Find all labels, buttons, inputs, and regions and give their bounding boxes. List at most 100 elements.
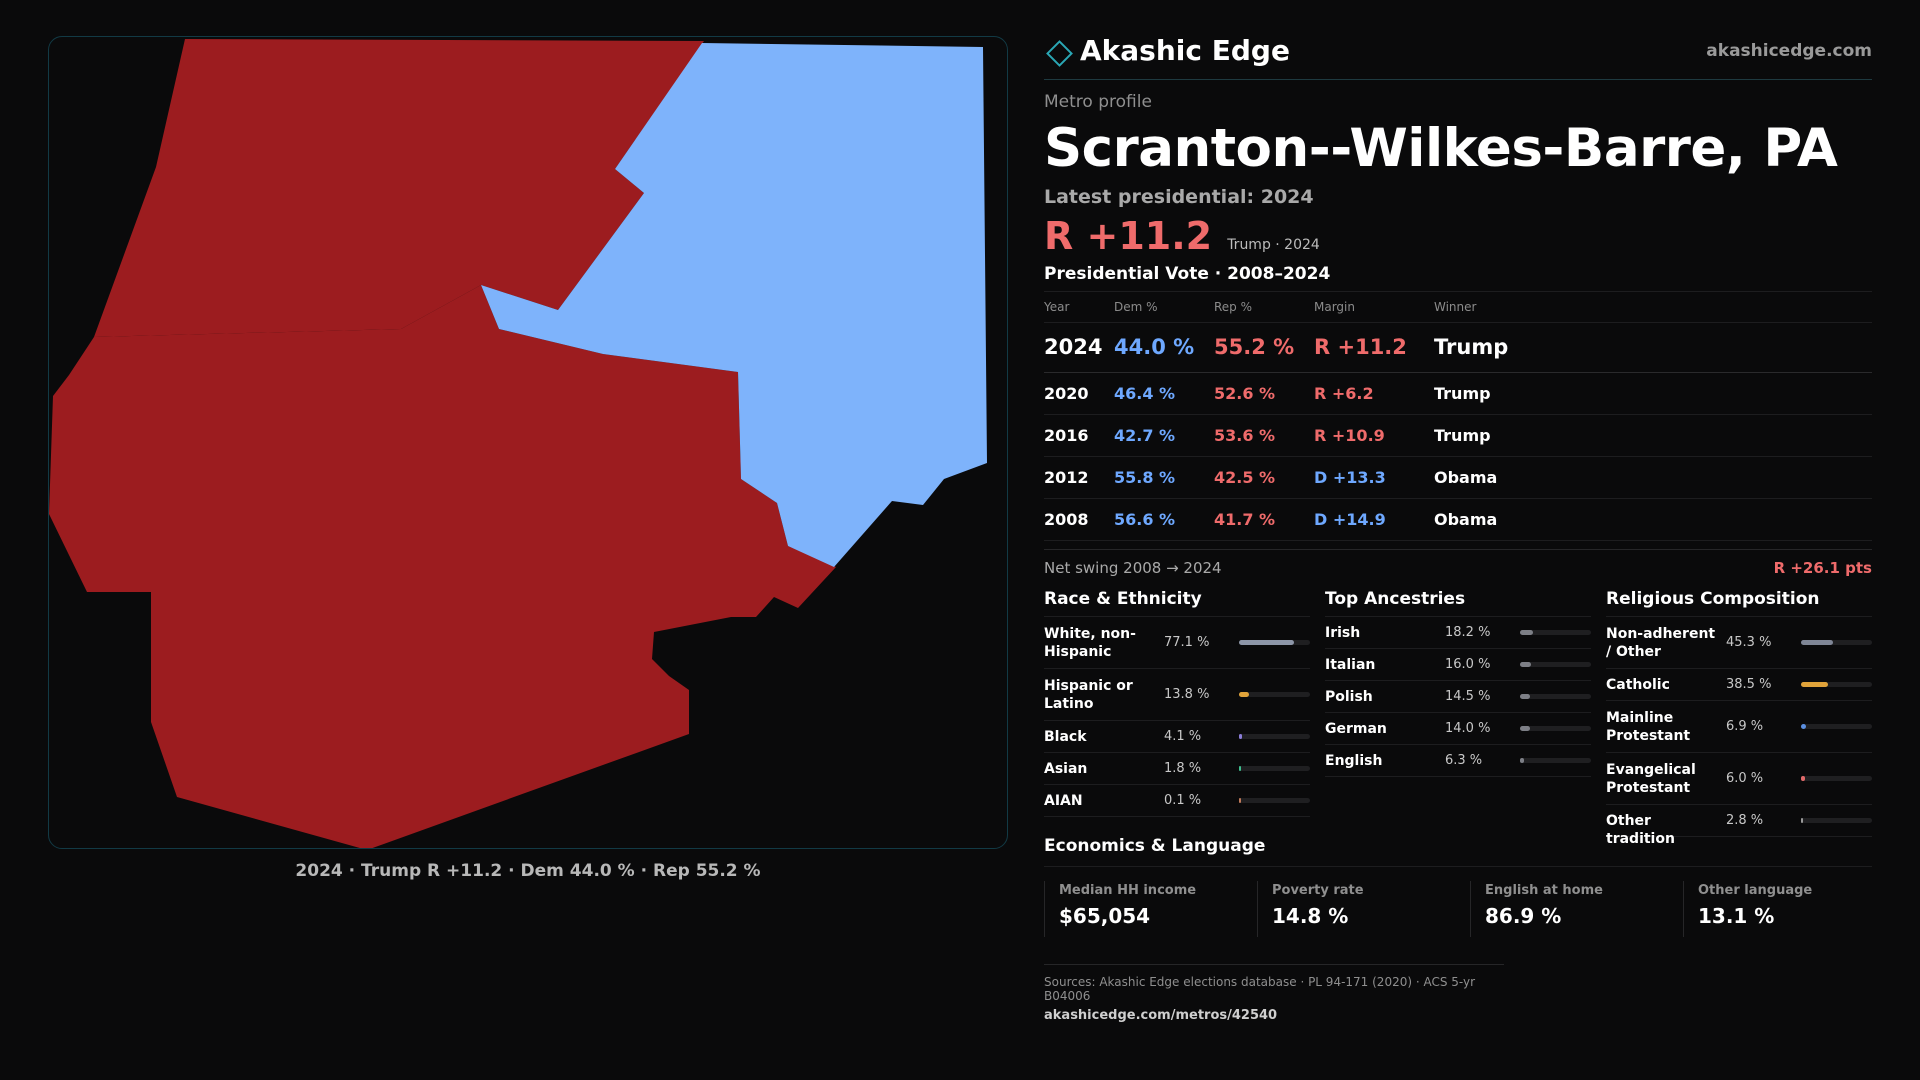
vote-rep-pct: 41.7 % bbox=[1214, 498, 1314, 541]
vote-margin: R +11.2 bbox=[1314, 322, 1434, 373]
race-item: Hispanic or Latino 13.8 % bbox=[1044, 669, 1310, 721]
vote-row: 2012 55.8 % 42.5 % D +13.3 Obama bbox=[1044, 456, 1872, 499]
ancestry-label: English bbox=[1325, 752, 1383, 769]
race-label: AIAN bbox=[1044, 792, 1083, 809]
header-margin: Margin bbox=[1314, 292, 1434, 323]
vote-dem-pct: 55.8 % bbox=[1114, 456, 1214, 499]
economics-value: $65,054 bbox=[1059, 904, 1151, 928]
county-map-svg bbox=[49, 39, 987, 849]
ancestry-bar-fill bbox=[1520, 758, 1525, 763]
county-south[interactable] bbox=[49, 285, 836, 849]
economics-label: Median HH income bbox=[1059, 883, 1197, 898]
religion-bar-track bbox=[1801, 640, 1872, 645]
ancestry-item: Irish 18.2 % bbox=[1325, 617, 1591, 649]
sources-text: Sources: Akashic Edge elections database… bbox=[1044, 975, 1476, 1003]
ancestry-bar-fill bbox=[1520, 694, 1531, 699]
economics-title: Economics & Language bbox=[1044, 836, 1266, 856]
religion-section: Religious Composition Non-adherent / Oth… bbox=[1606, 583, 1872, 847]
vote-year: 2020 bbox=[1044, 372, 1114, 415]
vote-year: 2016 bbox=[1044, 414, 1114, 457]
religion-item: Evangelical Protestant 6.0 % bbox=[1606, 753, 1872, 805]
map-caption: 2024 · Trump R +11.2 · Dem 44.0 % · Rep … bbox=[295, 861, 761, 881]
economics-value: 86.9 % bbox=[1485, 904, 1562, 928]
race-label: White, non-Hispanic bbox=[1044, 625, 1136, 660]
religion-value: 6.0 % bbox=[1726, 770, 1764, 786]
header-winner: Winner bbox=[1434, 292, 1872, 323]
economics-cell: Median HH income $65,054 bbox=[1044, 881, 1244, 937]
vote-rep-pct: 55.2 % bbox=[1214, 322, 1314, 373]
net-swing-row: Net swing 2008 → 2024 R +26.1 pts bbox=[1044, 548, 1872, 583]
ancestry-bar-fill bbox=[1520, 726, 1530, 731]
religion-value: 38.5 % bbox=[1726, 676, 1772, 692]
religion-bar-fill bbox=[1801, 682, 1829, 687]
economics-value: 14.8 % bbox=[1272, 904, 1349, 928]
ancestry-label: Irish bbox=[1325, 624, 1361, 641]
brand-url-link[interactable]: akashicedge.com bbox=[1706, 41, 1872, 61]
race-value: 77.1 % bbox=[1164, 634, 1210, 650]
header-dem: Dem % bbox=[1114, 292, 1214, 323]
ancestry-bar-fill bbox=[1520, 630, 1533, 635]
ancestry-label: Italian bbox=[1325, 656, 1376, 673]
vote-row: 2020 46.4 % 52.6 % R +6.2 Trump bbox=[1044, 372, 1872, 415]
economics-cell: Other language 13.1 % bbox=[1683, 881, 1883, 937]
vote-row: 2016 42.7 % 53.6 % R +10.9 Trump bbox=[1044, 414, 1872, 457]
demographics-columns: Race & Ethnicity White, non-Hispanic 77.1… bbox=[1044, 583, 1872, 847]
header-rep: Rep % bbox=[1214, 292, 1314, 323]
ancestry-title: Top Ancestries bbox=[1325, 583, 1591, 617]
religion-value: 6.9 % bbox=[1726, 718, 1764, 734]
vote-winner: Obama bbox=[1434, 456, 1872, 499]
county-map[interactable] bbox=[48, 36, 1008, 849]
religion-bar-fill bbox=[1801, 724, 1806, 729]
vote-winner: Obama bbox=[1434, 498, 1872, 541]
vote-dem-pct: 44.0 % bbox=[1114, 322, 1214, 373]
net-swing-label: Net swing 2008 → 2024 bbox=[1044, 558, 1222, 577]
economics-label: Other language bbox=[1698, 883, 1813, 898]
race-bar-track bbox=[1239, 798, 1310, 803]
ancestry-value: 18.2 % bbox=[1445, 624, 1491, 640]
vote-rep-pct: 52.6 % bbox=[1214, 372, 1314, 415]
vote-row: 2024 44.0 % 55.2 % R +11.2 Trump bbox=[1044, 322, 1872, 373]
race-ethnicity-section: Race & Ethnicity White, non-Hispanic 77.1… bbox=[1044, 583, 1310, 817]
sources-url-link[interactable]: akashicedge.com/metros/42540 bbox=[1044, 1008, 1278, 1023]
headline-margin-block: R +11.2 Trump · 2024 bbox=[1044, 214, 1872, 262]
vote-winner: Trump bbox=[1434, 414, 1872, 457]
county-north-east[interactable] bbox=[481, 43, 987, 567]
race-bar-fill bbox=[1239, 798, 1241, 803]
religion-value: 2.8 % bbox=[1726, 812, 1764, 828]
ancestry-item: Italian 16.0 % bbox=[1325, 649, 1591, 681]
ancestry-bar-track bbox=[1520, 758, 1591, 763]
economics-label: Poverty rate bbox=[1272, 883, 1364, 898]
race-bar-track bbox=[1239, 766, 1310, 771]
vote-winner: Trump bbox=[1434, 322, 1872, 373]
ancestry-item: Polish 14.5 % bbox=[1325, 681, 1591, 713]
headline-note: Trump · 2024 bbox=[1227, 237, 1320, 253]
race-bar-fill bbox=[1239, 766, 1241, 771]
vote-dem-pct: 42.7 % bbox=[1114, 414, 1214, 457]
latest-presidential-label: Latest presidential: 2024 bbox=[1044, 186, 1314, 208]
vote-table: Year Dem % Rep % Margin Winner 2024 44.0 … bbox=[1044, 292, 1872, 541]
vote-margin: R +6.2 bbox=[1314, 372, 1434, 415]
ancestry-value: 14.5 % bbox=[1445, 688, 1491, 704]
race-bar-fill bbox=[1239, 640, 1294, 645]
header-year: Year bbox=[1044, 292, 1114, 323]
ancestry-label: German bbox=[1325, 720, 1387, 737]
race-item: Asian 1.8 % bbox=[1044, 753, 1310, 785]
religion-label: Non-adherent / Other bbox=[1606, 625, 1716, 660]
religion-bar-track bbox=[1801, 682, 1872, 687]
headline-margin: R +11.2 bbox=[1044, 214, 1213, 258]
race-ethnicity-title: Race & Ethnicity bbox=[1044, 583, 1310, 617]
religion-bar-track bbox=[1801, 776, 1872, 781]
vote-year: 2008 bbox=[1044, 498, 1114, 541]
religion-label: Catholic bbox=[1606, 676, 1670, 693]
race-item: White, non-Hispanic 77.1 % bbox=[1044, 617, 1310, 669]
economics-grid: Median HH income $65,054 Poverty rate 14.8 … bbox=[1044, 866, 1872, 946]
ancestry-value: 6.3 % bbox=[1445, 752, 1483, 768]
religion-item: Catholic 38.5 % bbox=[1606, 669, 1872, 701]
county-north-west[interactable] bbox=[94, 39, 704, 337]
brand-name: Akashic Edge bbox=[1080, 34, 1290, 67]
religion-value: 45.3 % bbox=[1726, 634, 1772, 650]
ancestry-item: English 6.3 % bbox=[1325, 745, 1591, 777]
religion-bar-track bbox=[1801, 724, 1872, 729]
race-label: Asian bbox=[1044, 760, 1088, 777]
economics-cell: English at home 86.9 % bbox=[1470, 881, 1670, 937]
